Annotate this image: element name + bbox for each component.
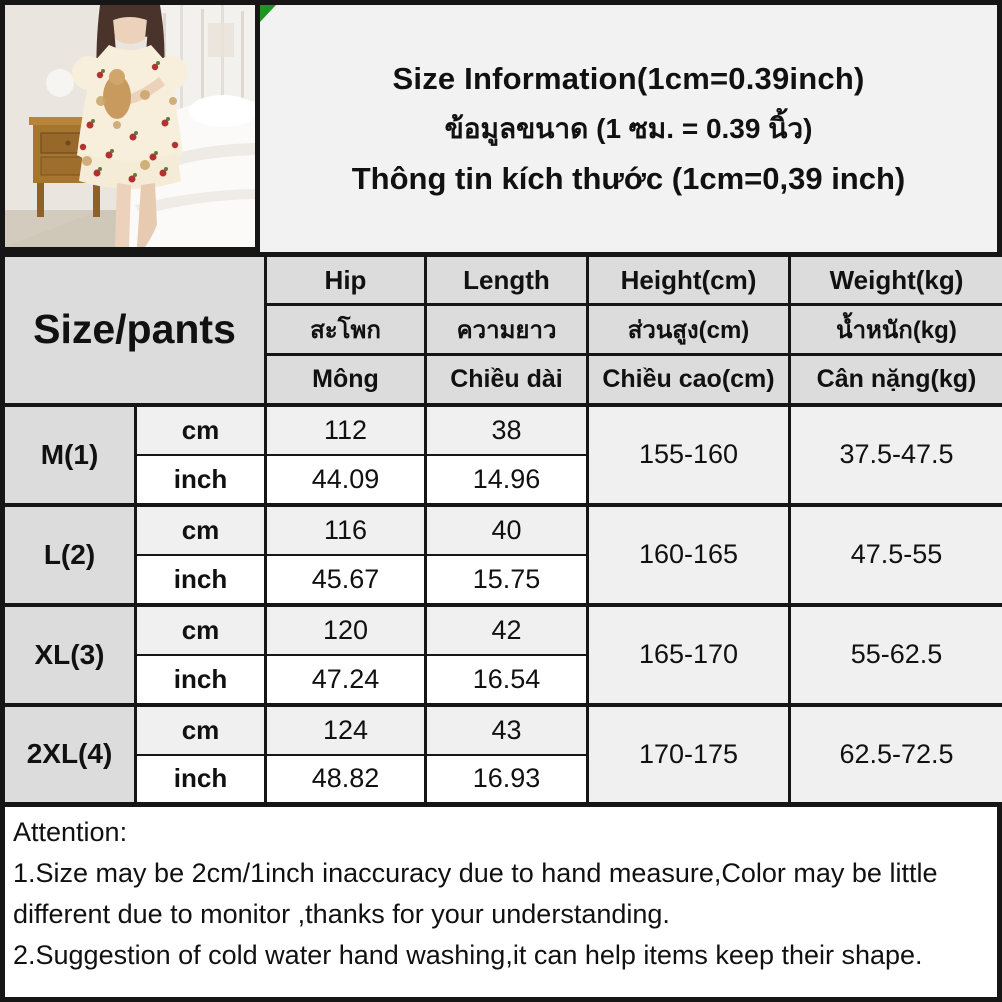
col-header-length-vi: Chiều dài <box>424 353 589 406</box>
col-header-height-en: Height(cm) <box>586 253 791 306</box>
size-table: Size/pants Hip Length Height(cm) Weight(… <box>0 252 1002 807</box>
col-header-weight-vi: Cân nặng(kg) <box>788 353 1002 406</box>
table-row: XL(3) cm 120 42 165-170 55-62.5 <box>1 602 1002 706</box>
green-corner-accent <box>260 5 276 22</box>
unit-cm: cm <box>134 702 267 756</box>
length-inch-xl: 16.54 <box>424 653 589 706</box>
weight-range-l: 47.5-55 <box>788 502 1002 606</box>
header-row-thai: สะโพก ความยาว ส่วนสูง(cm) น้ำหนัก(kg) <box>3 303 1002 356</box>
table-row: M(1) cm 112 38 155-160 37.5-47.5 <box>1 402 1002 506</box>
col-header-length-th: ความยาว <box>424 303 589 356</box>
unit-inch: inch <box>134 653 267 706</box>
title-english: Size Information(1cm=0.39inch) <box>392 60 865 96</box>
length-inch-m: 14.96 <box>424 453 589 506</box>
length-inch-2xl: 16.93 <box>424 753 589 806</box>
height-range-xl: 165-170 <box>586 602 791 706</box>
col-header-length-en: Length <box>424 253 589 306</box>
height-range-m: 155-160 <box>586 402 791 506</box>
corner-label: Size/pants <box>1 253 267 406</box>
hip-cm-xl: 120 <box>264 602 427 656</box>
col-header-weight-en: Weight(kg) <box>788 253 1002 306</box>
unit-cm: cm <box>134 402 267 456</box>
size-label-m: M(1) <box>1 402 137 506</box>
attention-title: Attention: <box>13 817 128 847</box>
size-label-l: L(2) <box>1 502 137 606</box>
unit-cm: cm <box>134 602 267 656</box>
size-label-xl: XL(3) <box>1 602 137 706</box>
table-row: 2XL(4) cm 124 43 170-175 62.5-72.5 <box>1 702 1002 806</box>
hip-inch-m: 44.09 <box>264 453 427 506</box>
header-row-english: Size/pants Hip Length Height(cm) Weight(… <box>1 253 1002 406</box>
title-vietnamese: Thông tin kích thước (1cm=0,39 inch) <box>351 160 906 196</box>
unit-inch: inch <box>134 553 267 606</box>
length-cm-xl: 42 <box>424 602 589 656</box>
table-row: inch 44.09 14.96 <box>3 453 1002 506</box>
weight-range-m: 37.5-47.5 <box>788 402 1002 506</box>
hip-inch-l: 45.67 <box>264 553 427 606</box>
attention-notes: Attention: 1.Size may be 2cm/1inch inacc… <box>0 807 1002 1002</box>
table-row: inch 47.24 16.54 <box>3 653 1002 706</box>
weight-range-2xl: 62.5-72.5 <box>788 702 1002 806</box>
height-range-2xl: 170-175 <box>586 702 791 806</box>
table-row: inch 48.82 16.93 <box>3 753 1002 806</box>
col-header-weight-th: น้ำหนัก(kg) <box>788 303 1002 356</box>
attention-line-1-cont: different due to monitor ,thanks for you… <box>13 899 670 929</box>
unit-cm: cm <box>134 502 267 556</box>
attention-line-2: 2.Suggestion of cold water hand washing,… <box>13 940 923 970</box>
product-photo <box>0 0 260 252</box>
hip-cm-m: 112 <box>264 402 427 456</box>
table-row: inch 45.67 15.75 <box>3 553 1002 606</box>
col-header-height-th: ส่วนสูง(cm) <box>586 303 791 356</box>
attention-line-1: 1.Size may be 2cm/1inch inaccuracy due t… <box>13 858 938 888</box>
length-inch-l: 15.75 <box>424 553 589 606</box>
hip-cm-l: 116 <box>264 502 427 556</box>
bedroom-scene-illustration <box>5 5 255 247</box>
length-cm-2xl: 43 <box>424 702 589 756</box>
col-header-height-vi: Chiều cao(cm) <box>586 353 791 406</box>
unit-inch: inch <box>134 753 267 806</box>
col-header-hip-vi: Mông <box>264 353 427 406</box>
header-row-vietnamese: Mông Chiều dài Chiều cao(cm) Cân nặng(kg… <box>3 353 1002 406</box>
title-panel: Size Information(1cm=0.39inch) ข้อมูลขนา… <box>260 0 1002 252</box>
height-range-l: 160-165 <box>586 502 791 606</box>
table-row: L(2) cm 116 40 160-165 47.5-55 <box>1 502 1002 606</box>
col-header-hip-en: Hip <box>264 253 427 306</box>
col-header-hip-th: สะโพก <box>264 303 427 356</box>
size-label-2xl: 2XL(4) <box>1 702 137 806</box>
weight-range-xl: 55-62.5 <box>788 602 1002 706</box>
hip-cm-2xl: 124 <box>264 702 427 756</box>
length-cm-m: 38 <box>424 402 589 456</box>
hip-inch-2xl: 48.82 <box>264 753 427 806</box>
length-cm-l: 40 <box>424 502 589 556</box>
unit-inch: inch <box>134 453 267 506</box>
top-row: Size Information(1cm=0.39inch) ข้อมูลขนา… <box>0 0 1002 252</box>
hip-inch-xl: 47.24 <box>264 653 427 706</box>
title-thai: ข้อมูลขนาด (1 ซม. = 0.39 นิ้ว) <box>444 112 813 144</box>
